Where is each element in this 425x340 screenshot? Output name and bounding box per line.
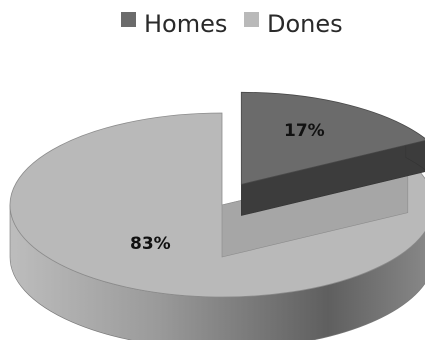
slice-dones-top [9, 112, 425, 298]
data-label-dones: 83% [130, 234, 171, 254]
data-label-homes: 17% [284, 121, 325, 141]
legend: Homes Dones [121, 10, 343, 38]
legend-swatch-homes [121, 12, 136, 27]
legend-label-homes: Homes [144, 10, 227, 38]
slice-homes-top [240, 91, 425, 185]
slice-homes: 17% [240, 91, 425, 216]
legend-swatch-dones [244, 12, 259, 27]
legend-label-dones: Dones [267, 10, 343, 38]
